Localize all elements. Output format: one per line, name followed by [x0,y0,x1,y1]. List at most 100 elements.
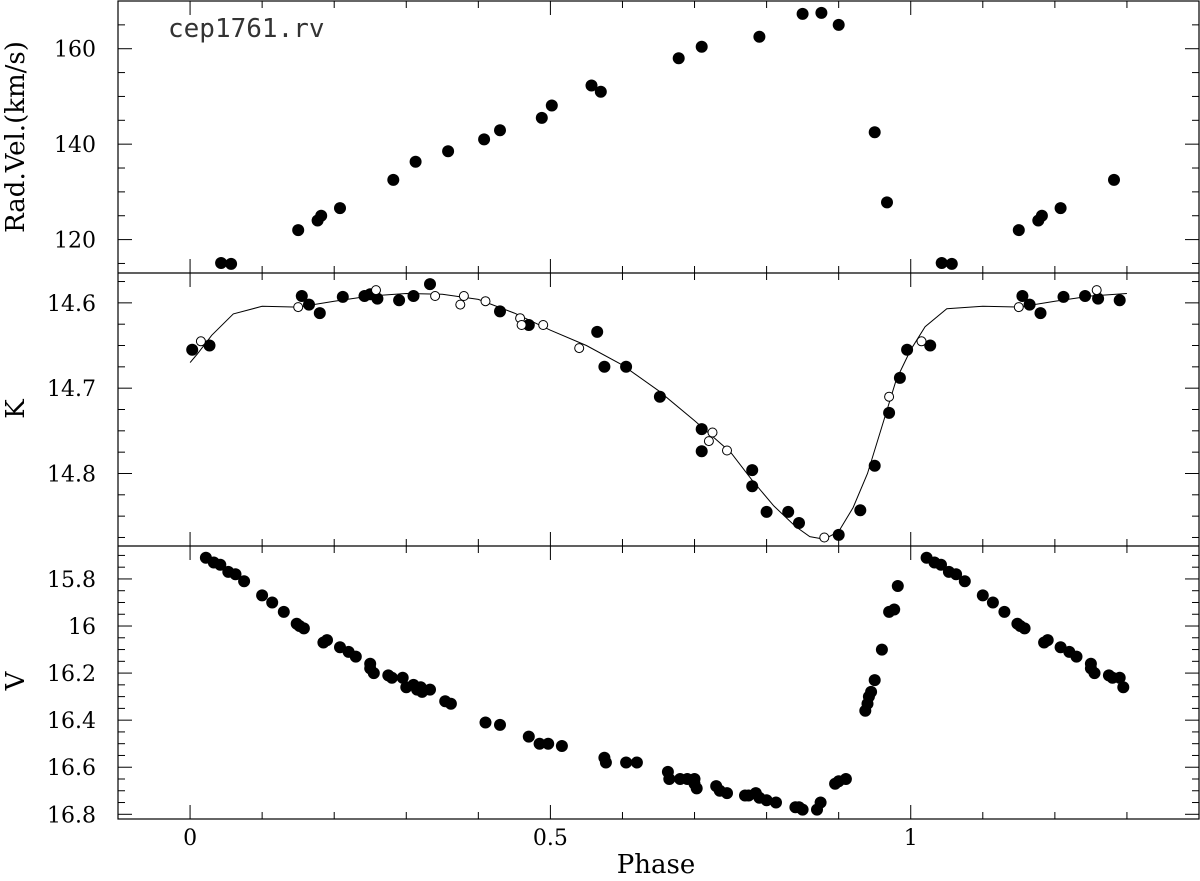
v-band-point [542,737,555,750]
v-band-point [935,558,947,571]
v-band-point [555,740,568,752]
v-band-point [1018,622,1031,635]
radial-velocity-point [753,30,766,43]
k-band-open-point [430,291,441,301]
k-band-point [303,298,315,311]
radial-velocity-point [945,257,958,270]
radial-velocity-point [935,257,948,269]
v-band-point [976,589,989,602]
k-band-point [494,305,506,318]
panel-frames [117,0,1200,820]
radial-velocity-point [334,202,346,215]
v-band-points [199,551,1130,816]
k-band-point [868,459,881,472]
k-band-point [760,505,773,518]
radial-velocity-point [594,85,607,98]
k-band-point [1057,290,1070,303]
radial-velocity-point [442,145,455,158]
k-band-ytick-label: 14.8 [47,462,96,487]
k-band-open-point [538,320,549,330]
k-band-open-point [884,391,895,402]
k-band-point [295,290,308,302]
radial-velocity-point [545,99,558,112]
phase-tick-labels: 0 0.5 1 [183,826,918,851]
radial-velocity-point [494,124,506,137]
k-band-point [598,360,611,373]
v-band-point [1088,667,1101,680]
v-band-point [238,575,251,588]
v-band-point [1117,681,1130,694]
phase-axis-label: Phase [617,850,695,880]
k-band-open-point [703,436,714,447]
v-band-point [396,671,409,684]
radial-velocity-ytick-label: 120 [54,229,96,254]
k-band-axis-label: K [1,399,31,419]
radial-velocity-point [387,173,400,186]
k-band-point [591,325,604,338]
v-band-point [385,671,398,684]
v-band-ytick-label: 16.6 [47,756,96,781]
k-band-tick-labels: 14.6 14.7 14.8 [47,292,96,488]
k-band-open-point [293,302,304,313]
k-band-panel: 14.6 14.7 14.8 K [1,273,1200,546]
v-band-point [1113,671,1126,684]
v-band-point [277,605,290,618]
k-band-point [393,294,406,307]
v-band-point [891,580,904,592]
k-band-point [746,480,759,493]
radial-velocity-point [315,209,328,222]
v-band-point [998,605,1011,618]
radial-velocity-point [672,52,685,65]
k-band-point [620,360,633,373]
v-band-point [1070,650,1083,663]
radial-velocity-point [832,18,845,31]
v-band-point [229,568,242,581]
k-band-point [695,423,708,436]
v-band-point [888,603,901,616]
v-band-point [721,787,733,800]
radial-velocity-point [695,40,708,53]
v-band-point [266,596,279,609]
v-band-point [620,756,633,769]
radial-velocity-point [881,196,893,209]
k-band-point [186,343,199,356]
k-band-point [371,292,384,305]
k-band-point [695,445,708,458]
radial-velocity-point [215,257,228,269]
radial-velocity-point [409,155,422,168]
k-band-point [832,528,845,541]
k-band-ytick-label: 14.7 [47,377,96,402]
radial-velocity-panel: 120 140 160 cep1761.rv Rad.Vel.(km/s) [1,0,1200,273]
v-band-point [533,737,546,750]
k-band-point [1016,290,1029,302]
k-band-open-point [819,532,830,543]
v-band-point [986,596,999,609]
v-band-point [958,575,971,588]
outer-frame [117,0,1200,820]
radial-velocity-points [215,6,1120,270]
radial-velocity-point [796,7,809,20]
k-band-point [336,290,349,303]
k-band-open-point [458,291,469,301]
k-band-open-point [916,336,927,347]
k-band-open-point [371,285,381,296]
v-band-point [494,718,506,731]
k-band-point [424,278,436,291]
k-band-point [793,517,805,529]
k-band-open-point [480,296,491,307]
k-band-fit-curve [189,292,1127,540]
radial-velocity-point [868,126,881,139]
k-band-point [1113,294,1126,307]
v-band-point [479,716,492,729]
k-band-point [653,390,666,403]
radial-velocity-point [1054,202,1067,215]
star-id-annotation: cep1761.rv [168,14,325,44]
radial-velocity-point [535,111,548,124]
v-band-point [770,796,782,809]
k-band-open-point [707,427,718,438]
phase-tick-label: 0.5 [533,826,568,851]
v-band-ytick-label: 16 [68,615,96,640]
k-band-points [186,278,1126,543]
k-band-open-point [722,445,732,456]
v-band-ytick-label: 16.2 [47,662,96,687]
